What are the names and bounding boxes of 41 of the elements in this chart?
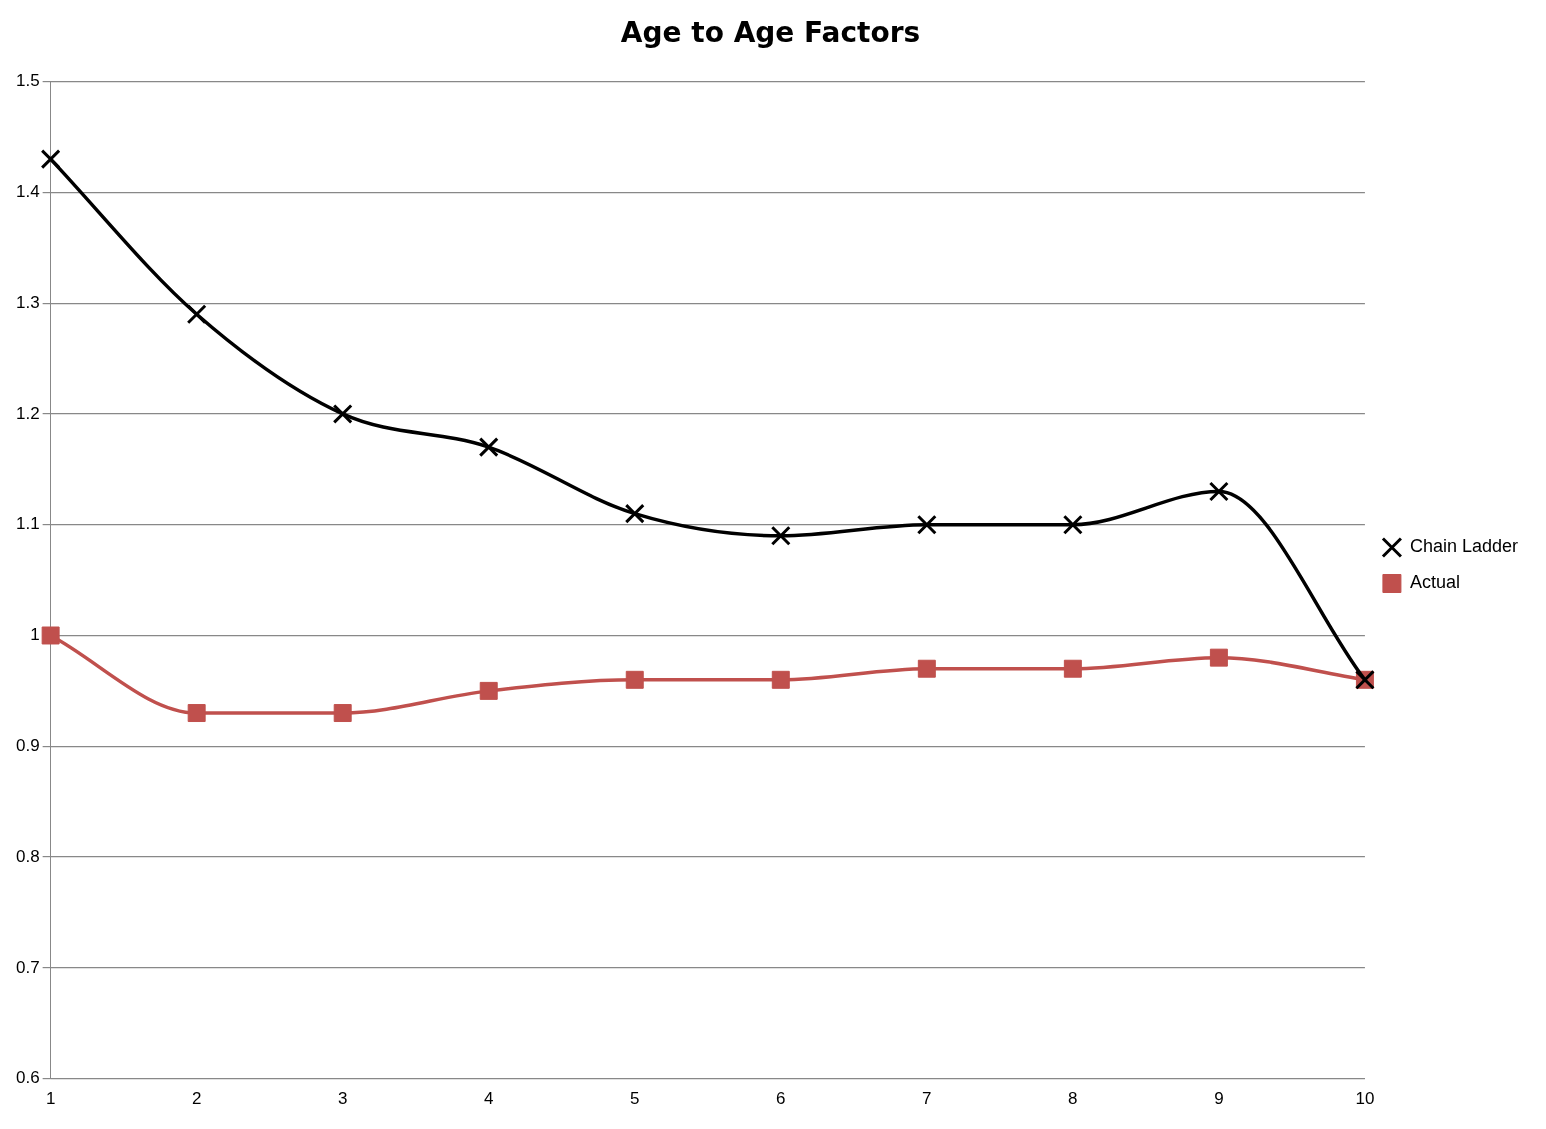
point xyxy=(1209,648,1228,667)
y-tick-label: 0.8 xyxy=(15,846,40,866)
y-tick-label: 1.4 xyxy=(15,182,40,202)
y-tick-label: 1.5 xyxy=(15,71,40,91)
x-tick-label: 4 xyxy=(483,1089,494,1109)
point xyxy=(624,503,645,524)
point xyxy=(917,659,936,678)
point xyxy=(333,704,352,723)
x-tick-label: 9 xyxy=(1214,1089,1224,1109)
x-tick-label: 2 xyxy=(191,1089,202,1109)
x-tick-label: 3 xyxy=(337,1089,348,1109)
legend-label: Chain Ladder xyxy=(1409,536,1519,557)
legend-label: Actual xyxy=(1409,572,1460,593)
y-tick-label: 1 xyxy=(30,625,40,645)
y-tick-label: 1.2 xyxy=(15,403,40,423)
point xyxy=(771,670,790,689)
y-tick-label: 1.1 xyxy=(15,514,40,534)
x-tick-label: 6 xyxy=(776,1089,786,1109)
point xyxy=(332,403,353,424)
x-tick-label: 7 xyxy=(922,1089,932,1109)
y-tick-label: 1.3 xyxy=(15,292,40,312)
x-tick-label: 1 xyxy=(45,1089,56,1109)
y-tick-label: 0.9 xyxy=(15,735,40,755)
point xyxy=(916,514,937,535)
point xyxy=(186,304,207,325)
x-tick-label: 10 xyxy=(1355,1089,1375,1109)
point xyxy=(479,681,498,700)
x-tick-label: 5 xyxy=(630,1089,640,1109)
y-tick-label: 0.6 xyxy=(15,1068,40,1088)
x-tick-label: 8 xyxy=(1068,1089,1078,1109)
point xyxy=(1062,514,1083,535)
point xyxy=(1063,659,1082,678)
chart-title: Age to Age Factors xyxy=(620,16,921,50)
point xyxy=(770,525,791,546)
point xyxy=(40,149,61,170)
point xyxy=(41,626,60,645)
point xyxy=(1208,481,1229,502)
point xyxy=(187,704,206,723)
y-tick-label: 0.7 xyxy=(15,957,40,977)
point xyxy=(625,670,644,689)
point xyxy=(478,437,499,458)
